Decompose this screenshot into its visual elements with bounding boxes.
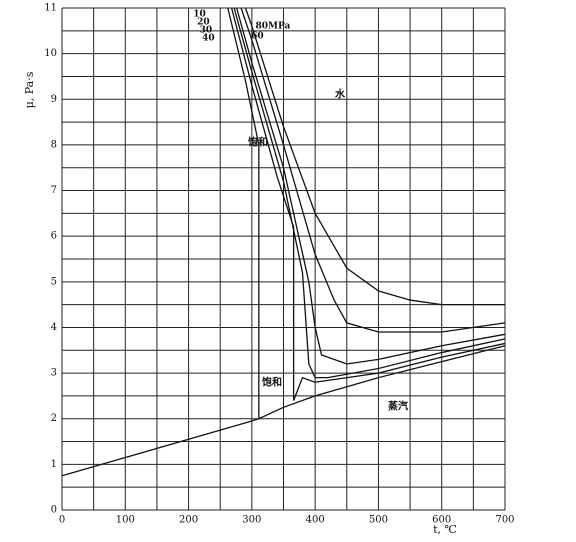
curve-label: 20 [197,18,210,28]
y-tick-label: 4 [51,322,57,333]
curve [233,7,506,379]
curve [230,7,506,401]
curve [227,7,506,420]
curve [240,7,506,333]
curve [236,7,506,365]
y-tick-label: 0 [51,505,57,516]
x-tick-label: 100 [116,515,135,526]
curve-label: 80MPa [256,22,291,32]
curve-label: 10 [193,10,206,20]
annotation: 饱和 [248,136,268,149]
y-tick-label: 9 [51,94,57,105]
annotation: 饱和 [262,376,282,389]
curve [244,7,505,306]
curve [61,418,260,477]
y-tick-label: 1 [51,459,57,470]
y-tick-label: 8 [51,139,57,150]
x-tick-label: 500 [369,515,388,526]
y-tick-label: 6 [51,231,57,242]
y-tick-label: 7 [51,185,57,196]
x-tick-label: 600 [432,515,451,526]
x-tick-label: 700 [495,515,514,526]
x-axis-label: t, ℃ [433,523,457,536]
annotation: 水 [334,88,346,101]
annotation: 蒸汽 [388,400,408,413]
curve-label: 60 [251,32,264,42]
y-axis-label: μ, Pa·s [23,71,36,108]
y-tick-label: 2 [51,413,57,424]
x-tick-label: 0 [59,515,65,526]
x-tick-label: 200 [179,515,198,526]
y-tick-label: 5 [51,276,57,287]
x-tick-label: 400 [306,515,325,526]
x-tick-label: 300 [242,515,261,526]
y-tick-label: 10 [44,48,57,59]
curve-label: 40 [202,34,215,44]
y-tick-label: 3 [51,368,57,379]
curve-label: 30 [200,26,213,36]
y-tick-label: 11 [44,3,57,14]
